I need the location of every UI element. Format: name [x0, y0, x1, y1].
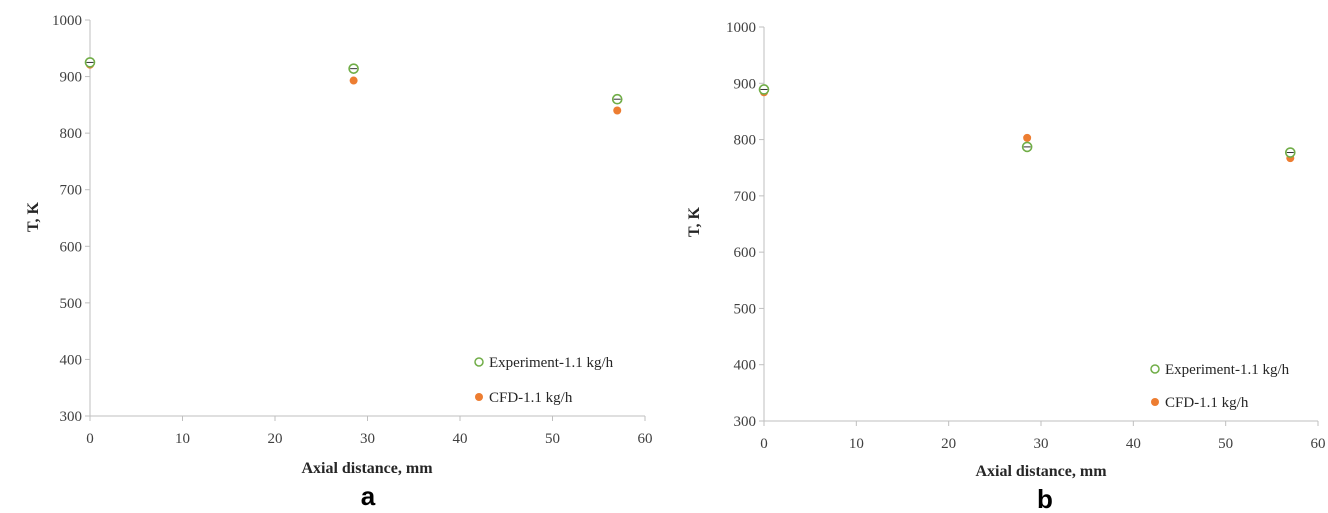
x-tick-label: 30 — [360, 431, 375, 447]
panel-label: b — [1037, 484, 1053, 513]
y-axis-title: T, K — [25, 201, 42, 231]
legend-label-experiment: Experiment-1.1 kg/h — [1165, 362, 1290, 378]
y-tick-label: 500 — [734, 301, 757, 317]
x-tick-label: 50 — [1218, 436, 1233, 452]
data-point-cfd — [613, 106, 622, 115]
y-tick-label: 600 — [60, 239, 83, 255]
x-tick-label: 20 — [941, 436, 956, 452]
x-tick-label: 20 — [268, 431, 283, 447]
legend-label-experiment: Experiment-1.1 kg/h — [489, 355, 614, 371]
data-point-cfd — [1023, 133, 1032, 142]
y-axis-title: T, K — [686, 206, 703, 236]
y-tick-label: 1000 — [726, 20, 756, 36]
legend-label-cfd: CFD-1.1 kg/h — [1165, 395, 1249, 411]
y-tick-label: 700 — [734, 189, 757, 205]
x-tick-label: 60 — [638, 431, 653, 447]
x-tick-label: 50 — [545, 431, 560, 447]
y-tick-label: 600 — [734, 245, 757, 261]
x-tick-label: 10 — [849, 436, 864, 452]
y-tick-label: 500 — [60, 296, 83, 312]
plot-area: 300 400 500 600 700 800 900 1000 0 10 20 30 40 50 60 — [52, 13, 653, 447]
x-tick-label: 60 — [1311, 436, 1326, 452]
x-axis-title: Axial distance, mm — [975, 463, 1107, 480]
legend-marker-cfd — [1151, 398, 1159, 406]
y-tick-label: 400 — [60, 352, 83, 368]
x-tick-label: 40 — [453, 431, 468, 447]
x-tick-label: 10 — [175, 431, 190, 447]
legend: Experiment-1.1 kg/h CFD-1.1 kg/h — [474, 355, 614, 406]
plot-area: 300 400 500 600 700 800 900 1000 0 10 20 30 40 50 60 — [726, 20, 1326, 452]
legend-label-cfd: CFD-1.1 kg/h — [489, 390, 573, 406]
y-tick-label: 800 — [734, 133, 757, 149]
y-tick-label: 700 — [60, 183, 83, 199]
x-tick-label: 30 — [1034, 436, 1049, 452]
data-point-cfd — [349, 76, 358, 85]
y-tick-label: 900 — [734, 76, 757, 92]
x-axis-title: Axial distance, mm — [301, 460, 433, 477]
y-tick-label: 400 — [734, 358, 757, 374]
y-tick-label: 300 — [734, 414, 757, 430]
x-tick-label: 40 — [1126, 436, 1141, 452]
y-tick-label: 800 — [60, 126, 83, 142]
y-tick-label: 1000 — [52, 13, 82, 29]
panel-label: a — [361, 481, 376, 511]
chart-panel-b: 300 400 500 600 700 800 900 1000 0 10 20 30 40 50 60 A… — [686, 20, 1326, 513]
legend: Experiment-1.1 kg/h CFD-1.1 kg/h — [1150, 362, 1290, 411]
y-tick-label: 900 — [60, 70, 83, 86]
y-tick-label: 300 — [60, 409, 83, 425]
legend-marker-cfd — [475, 393, 483, 401]
legend-marker-experiment — [474, 357, 484, 367]
chart-panel-a: 300 400 500 600 700 800 900 1000 0 10 20 30 40 50 60 A… — [25, 13, 653, 511]
x-tick-label: 0 — [86, 431, 94, 447]
x-tick-label: 0 — [760, 436, 768, 452]
legend-marker-experiment — [1150, 364, 1160, 374]
